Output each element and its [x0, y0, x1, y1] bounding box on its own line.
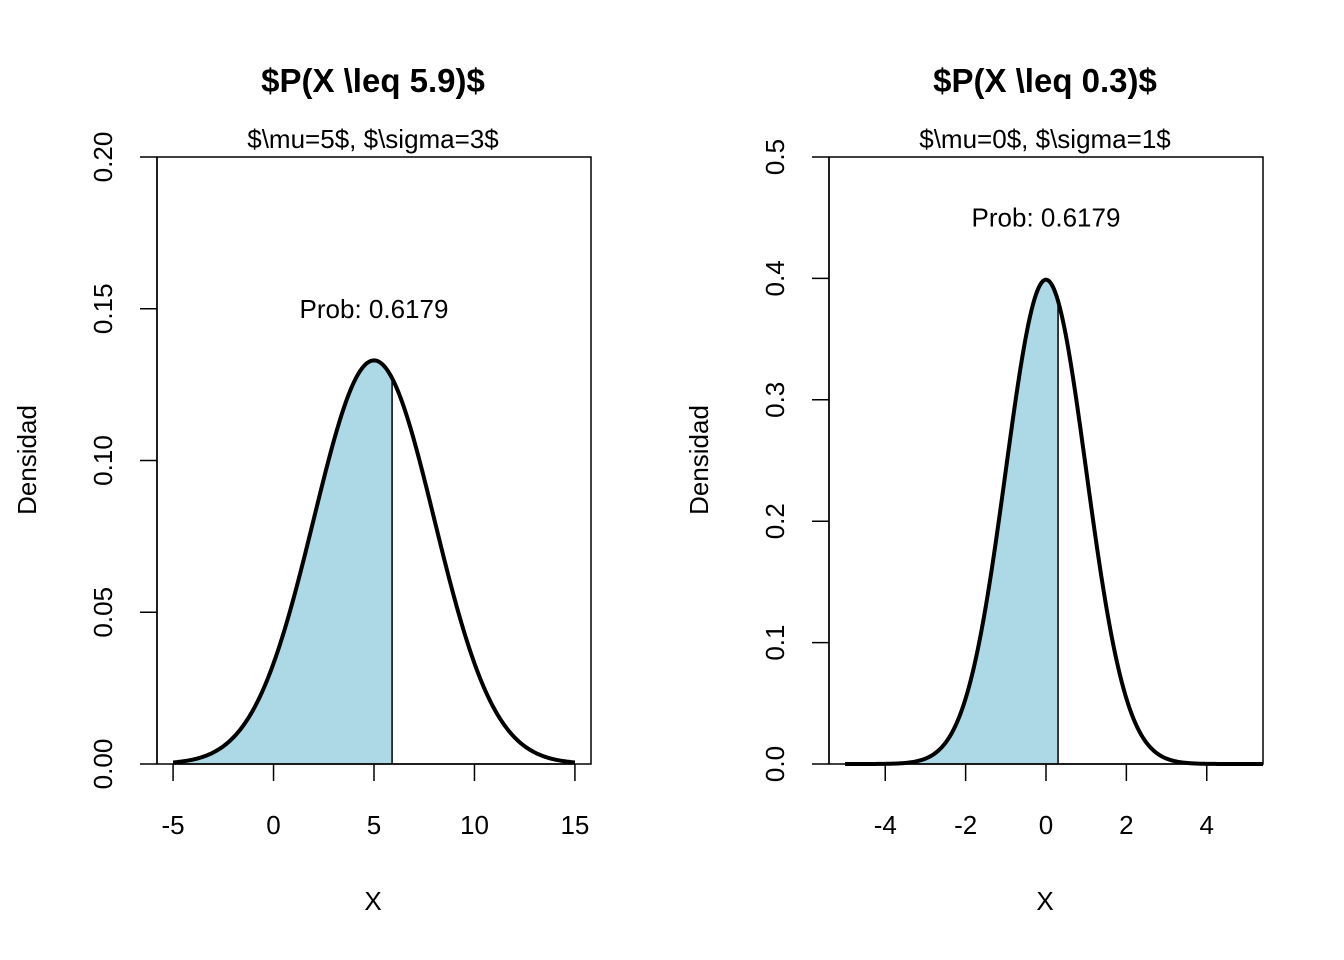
- panel-1-x-axis-label: X: [364, 886, 381, 916]
- panel-1-y-axis-label: Densidad: [12, 405, 42, 515]
- panel-2-title: $P(X \leq 0.3)$: [933, 62, 1157, 99]
- probability-annotation: Prob: 0.6179: [972, 203, 1121, 233]
- x-tick-label: 10: [460, 810, 489, 840]
- y-tick-label: 0.3: [760, 382, 790, 418]
- y-tick-label: 0.1: [760, 625, 790, 661]
- panel-2-plot: -4 -2 0 2 4 0.0 0.1 0.2 0.3 0.4 0.5 Prob: 0.6179: [760, 139, 1264, 840]
- x-tick-label: -4: [874, 810, 897, 840]
- x-tick-label: -2: [954, 810, 977, 840]
- panel-1-title: $P(X \leq 5.9)$: [261, 62, 485, 99]
- density-curve: [172, 358, 576, 765]
- panel-1: $P(X \leq 5.9)$ $\mu=5$, $\sigma=3$ -5 0 5…: [12, 62, 592, 916]
- y-tick-label: 0.05: [88, 587, 118, 638]
- x-tick-label: -5: [162, 810, 185, 840]
- x-tick-label: 0: [1039, 810, 1053, 840]
- y-tick-label: 0.4: [760, 260, 790, 296]
- panel-1-subtitle: $\mu=5$, $\sigma=3$: [247, 124, 499, 154]
- probability-annotation: Prob: 0.6179: [300, 294, 449, 324]
- y-tick-label: 0.00: [88, 739, 118, 790]
- panel-2-subtitle: $\mu=0$, $\sigma=1$: [919, 124, 1171, 154]
- panel-2-y-axis-label: Densidad: [684, 405, 714, 515]
- y-tick-label: 0.20: [88, 132, 118, 183]
- y-tick-label: 0.0: [760, 746, 790, 782]
- x-tick-label: 4: [1200, 810, 1214, 840]
- shaded-probability-area: [173, 360, 393, 764]
- x-tick-label: 15: [560, 810, 589, 840]
- panel-2: $P(X \leq 0.3)$ $\mu=0$, $\sigma=1$ -4 -2…: [684, 62, 1264, 916]
- shaded-probability-area: [845, 279, 1059, 764]
- y-tick-label: 0.15: [88, 283, 118, 334]
- x-tick-label: 2: [1119, 810, 1133, 840]
- y-tick-label: 0.2: [760, 503, 790, 539]
- panel-1-plot: -5 0 5 10 15 0.00 0.05 0.10 0.15 0.20 Prob: 0.6179: [88, 132, 592, 840]
- x-tick-label: 0: [266, 810, 280, 840]
- x-tick-label: 5: [367, 810, 381, 840]
- y-tick-label: 0.10: [88, 435, 118, 486]
- panel-2-x-axis-label: X: [1036, 886, 1053, 916]
- y-tick-label: 0.5: [760, 139, 790, 175]
